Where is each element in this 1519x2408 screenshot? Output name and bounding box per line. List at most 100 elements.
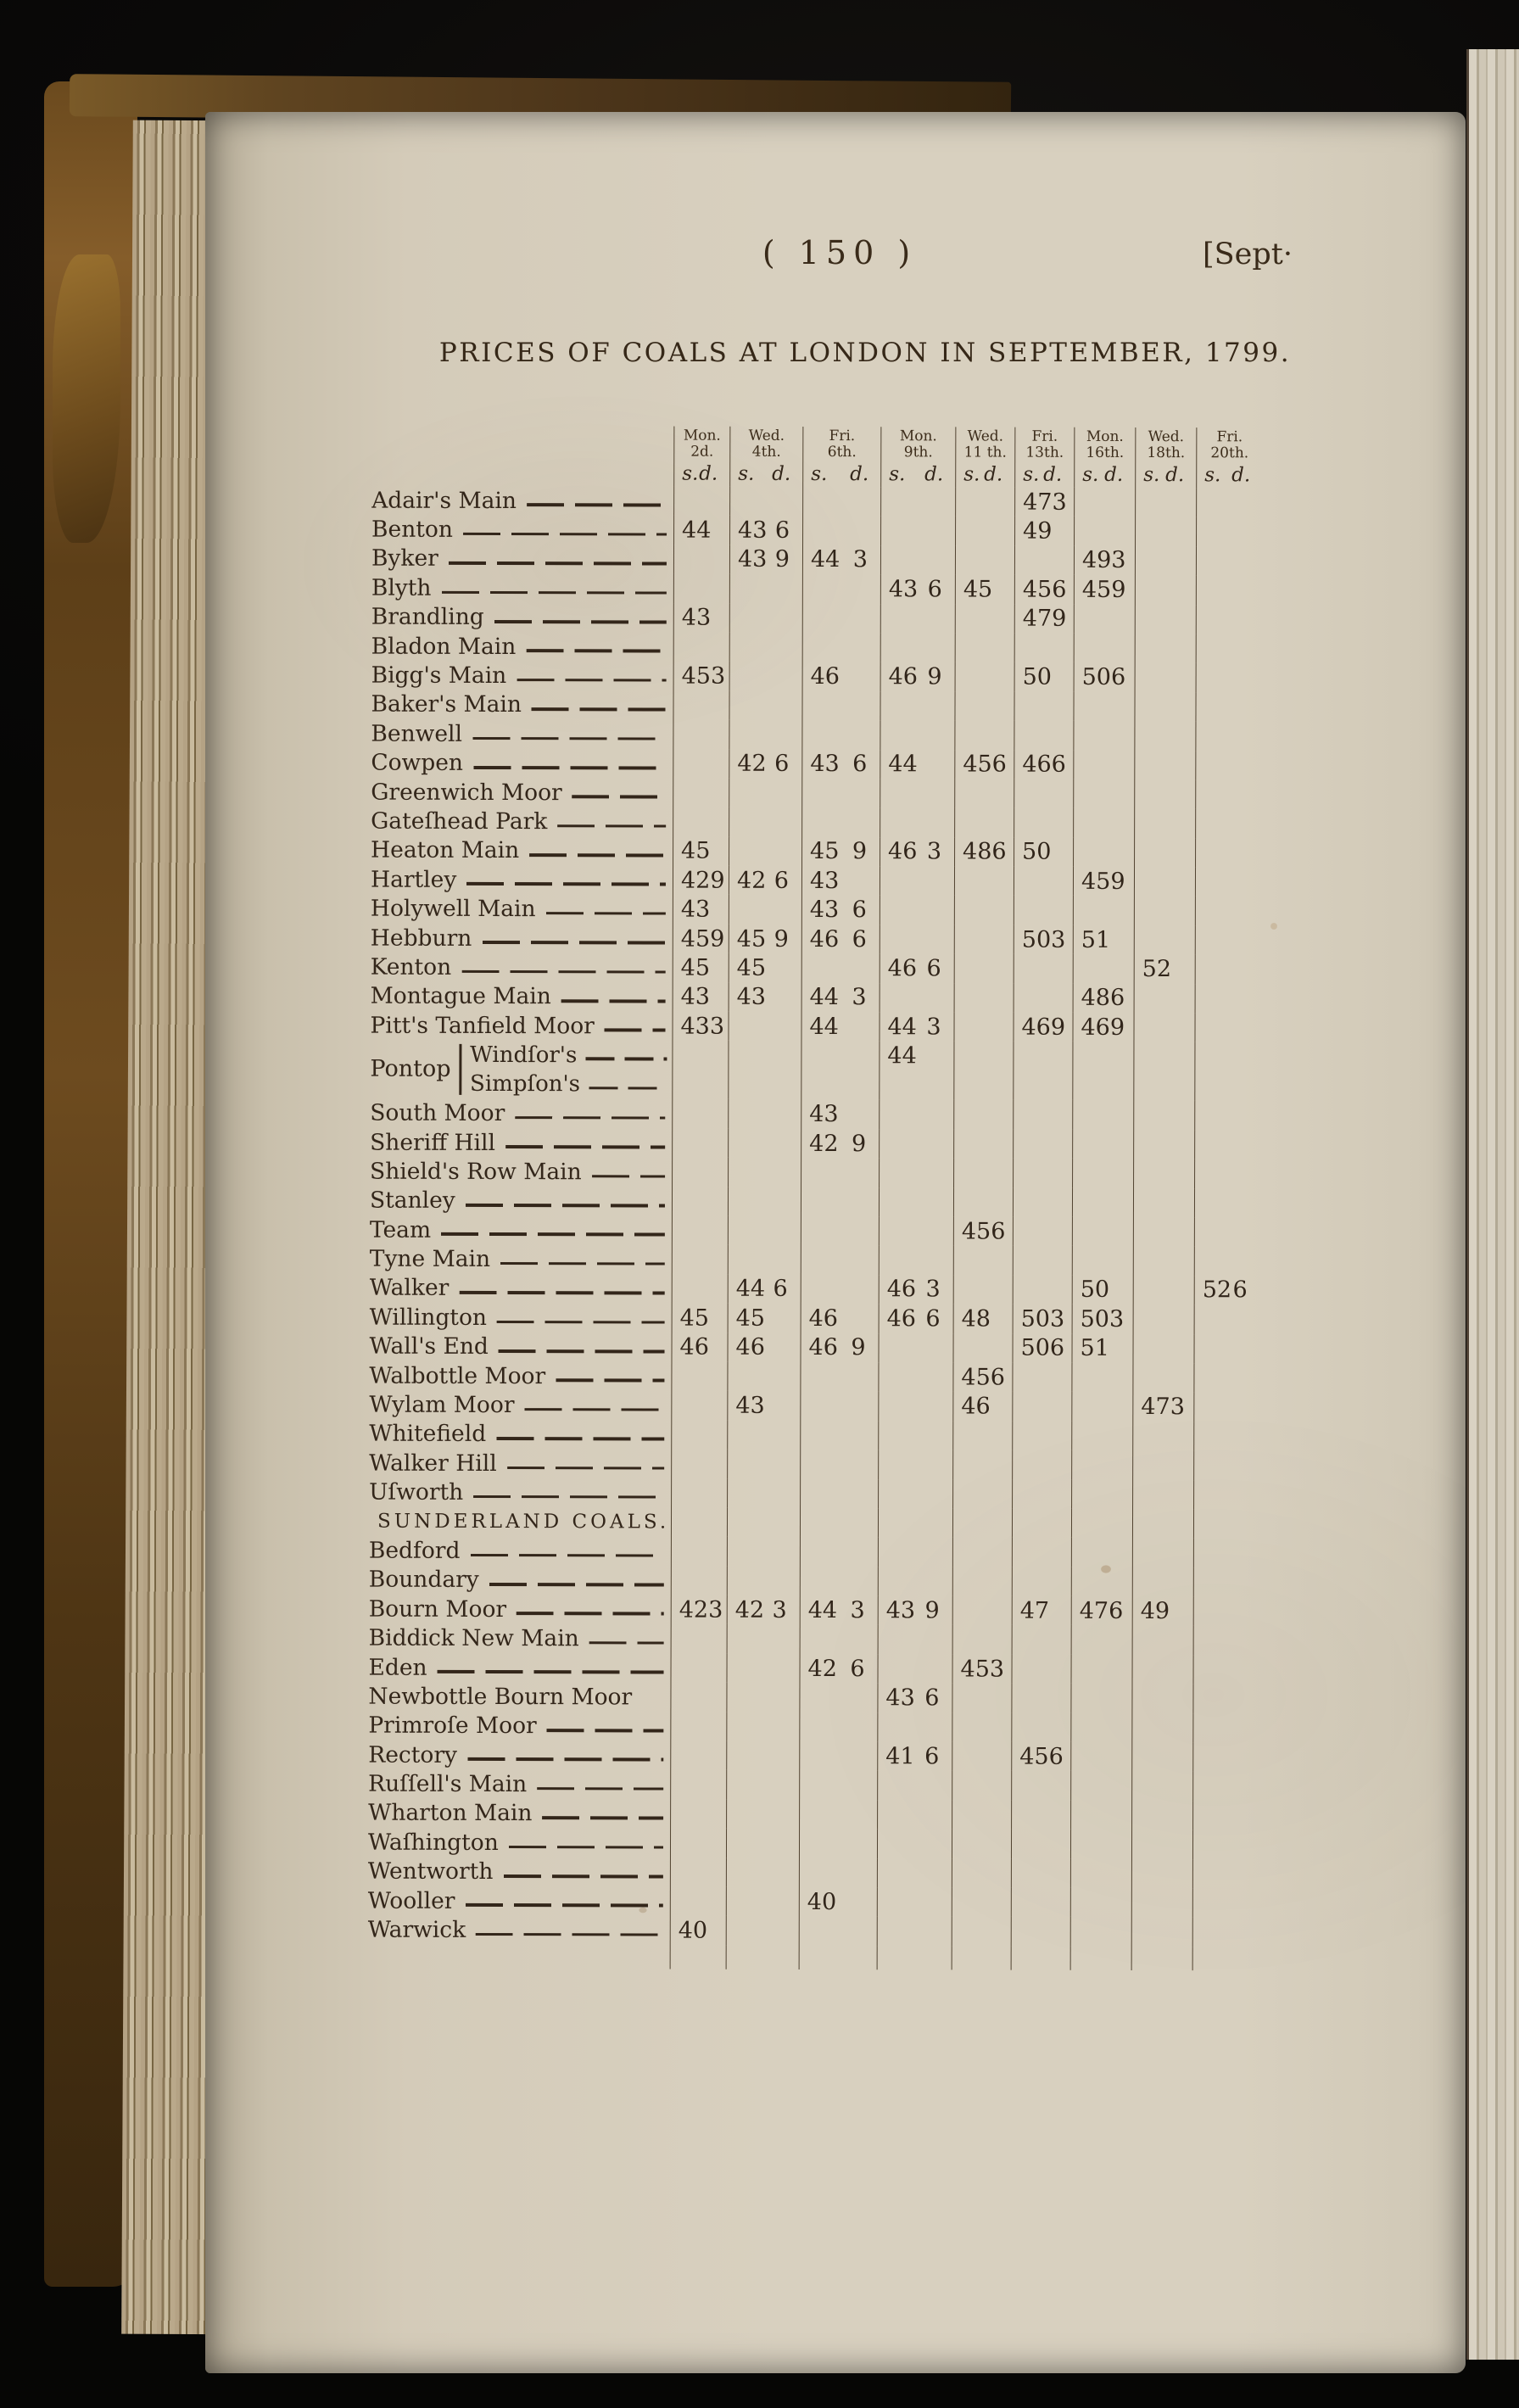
pence-value: 9 — [852, 838, 868, 865]
price-cell — [954, 779, 1014, 808]
pence-value: 3 — [1111, 547, 1126, 574]
price-cell — [1193, 1305, 1260, 1334]
price-cell — [671, 1478, 728, 1508]
price-cell — [879, 1129, 954, 1159]
price-cell — [1072, 1158, 1134, 1188]
coal-name: Primroſe Moor — [368, 1712, 537, 1740]
table-row: Team 45 6 — [370, 1215, 1260, 1247]
price-cell — [878, 1216, 953, 1246]
price-cell — [954, 662, 1014, 692]
shilling-value: 45 — [810, 838, 840, 865]
price-cell: 40 — [669, 1915, 726, 1946]
price-cell: 45 — [727, 1303, 801, 1333]
price-cell — [1069, 1917, 1131, 1947]
price-cell — [952, 1770, 1012, 1801]
price-cell — [953, 866, 1014, 897]
price-cell — [953, 1099, 1014, 1130]
row-label: Simpſon's — [470, 1070, 672, 1099]
price-cell — [1133, 1159, 1195, 1188]
price-cell — [1194, 954, 1261, 985]
price-cell — [673, 807, 729, 837]
shilling-value: 45 — [1081, 868, 1111, 895]
pence-value: 6 — [924, 1684, 940, 1712]
leader-dashes — [505, 1145, 666, 1149]
shilling-value: 45 — [735, 1305, 766, 1332]
pence-value: 9 — [710, 867, 725, 894]
table-row: Warwick 40 — [368, 1915, 1259, 1947]
price-cell — [878, 1478, 953, 1509]
price-cell — [670, 1740, 727, 1771]
column-header-fri-20th: Fri. 20th. s. d. — [1196, 427, 1263, 489]
price-cell: 49 3 — [1073, 545, 1136, 576]
pence-value: 3 — [989, 1656, 1005, 1683]
column-day: Mon. — [683, 427, 721, 444]
price-cell: 46 6 — [801, 924, 880, 954]
price-cell — [727, 1215, 801, 1246]
price-cell: 45 — [671, 1303, 728, 1333]
table-row: Eden 42 6 45 3 — [369, 1652, 1259, 1684]
row-label: Hartley — [371, 865, 673, 895]
price-cell — [798, 1858, 877, 1888]
price-cell — [1194, 1100, 1261, 1131]
shilling-value: 43 — [809, 897, 840, 924]
coal-name: Montague Main — [370, 982, 551, 1010]
price-cell — [953, 1012, 1014, 1042]
pence-value: 6 — [1109, 985, 1125, 1012]
price-cell — [726, 1740, 800, 1771]
shilling-value: 45 — [736, 925, 767, 953]
shilling-value: 46 — [808, 1334, 838, 1361]
price-cell — [726, 1682, 800, 1712]
table-row: Baker's Main — [371, 690, 1262, 722]
leader-dashes — [531, 707, 667, 712]
price-cell — [953, 895, 1014, 925]
shilling-value: 46 — [735, 1333, 765, 1361]
pence-value: 3 — [1052, 489, 1067, 516]
price-cell — [1132, 1216, 1194, 1247]
column-header-mon-2d: Mon. 2d. s. d. — [673, 426, 730, 487]
price-cell — [1012, 1391, 1072, 1422]
price-cell — [1192, 1888, 1259, 1918]
row-label: Whitefield — [369, 1419, 671, 1449]
price-cell — [801, 778, 880, 808]
price-cell: 47 6 — [1070, 1595, 1132, 1626]
table-row: Ruſſell's Main — [368, 1769, 1259, 1802]
price-cell — [1131, 1741, 1193, 1772]
price-cell — [952, 1450, 1013, 1480]
price-cell — [877, 1566, 952, 1596]
price-cell — [955, 516, 1015, 546]
price-cell — [1071, 1479, 1133, 1509]
price-cell — [800, 1391, 879, 1421]
table-row: Gateſhead Park — [371, 807, 1262, 839]
running-header: [Sept· — [1203, 237, 1293, 271]
pence-value: 3 — [1109, 1305, 1125, 1333]
column-day: Mon. — [899, 427, 937, 445]
price-cell — [1192, 1712, 1259, 1743]
coal-name: Walker Hill — [369, 1450, 497, 1477]
price-cell — [1010, 1858, 1070, 1888]
shillings-pence-label: s. d. — [730, 461, 802, 487]
shilling-value: 40 — [678, 1917, 708, 1944]
column-day: Wed. — [1148, 428, 1185, 446]
price-cell — [1069, 1829, 1132, 1859]
price-cell: 51 — [1071, 1333, 1133, 1363]
price-cell: 45 — [673, 836, 729, 866]
price-cell — [671, 1187, 729, 1216]
leader-dashes — [476, 1932, 663, 1936]
price-cell — [799, 1799, 878, 1830]
leader-dashes — [591, 1174, 666, 1178]
price-cell: 43 6 — [880, 574, 955, 604]
shilling-value: 45 — [679, 1305, 710, 1332]
pence-value: 9 — [851, 1334, 866, 1361]
coal-name: Pitt's Tanfield Moor — [370, 1012, 595, 1040]
price-cell — [1192, 1509, 1260, 1539]
price-cell — [880, 807, 955, 838]
price-cell — [801, 1041, 880, 1100]
price-cell — [798, 1916, 877, 1946]
price-cell — [671, 1449, 728, 1479]
price-cell — [670, 1682, 727, 1712]
price-cell — [1195, 662, 1262, 693]
price-cell — [726, 1624, 800, 1654]
coal-name: Rectory — [368, 1741, 458, 1768]
price-cell — [802, 516, 881, 545]
price-cell — [1070, 1771, 1132, 1801]
